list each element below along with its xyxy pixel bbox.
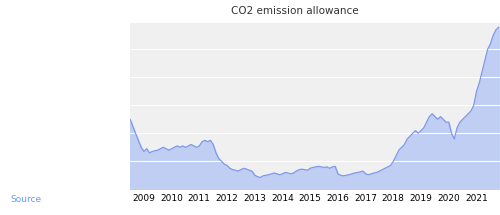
Text: €61.28: €61.28 [10, 168, 47, 178]
Text: CO2 emission allowance: CO2 emission allowance [231, 6, 359, 17]
Text: DEC 23: DEC 23 [10, 120, 46, 129]
Text: DEC 24: DEC 24 [10, 155, 46, 164]
Text: DEC 21: DEC 21 [10, 47, 46, 56]
Text: DEC 22: DEC 22 [10, 84, 46, 93]
Text: €59.15: €59.15 [10, 133, 47, 143]
Text: €58.04: €58.04 [10, 60, 74, 78]
Text: EUA Futures
10/10/2021: EUA Futures 10/10/2021 [10, 19, 82, 41]
Text: Source: Source [10, 195, 42, 204]
Text: €58.52: €58.52 [10, 97, 47, 107]
